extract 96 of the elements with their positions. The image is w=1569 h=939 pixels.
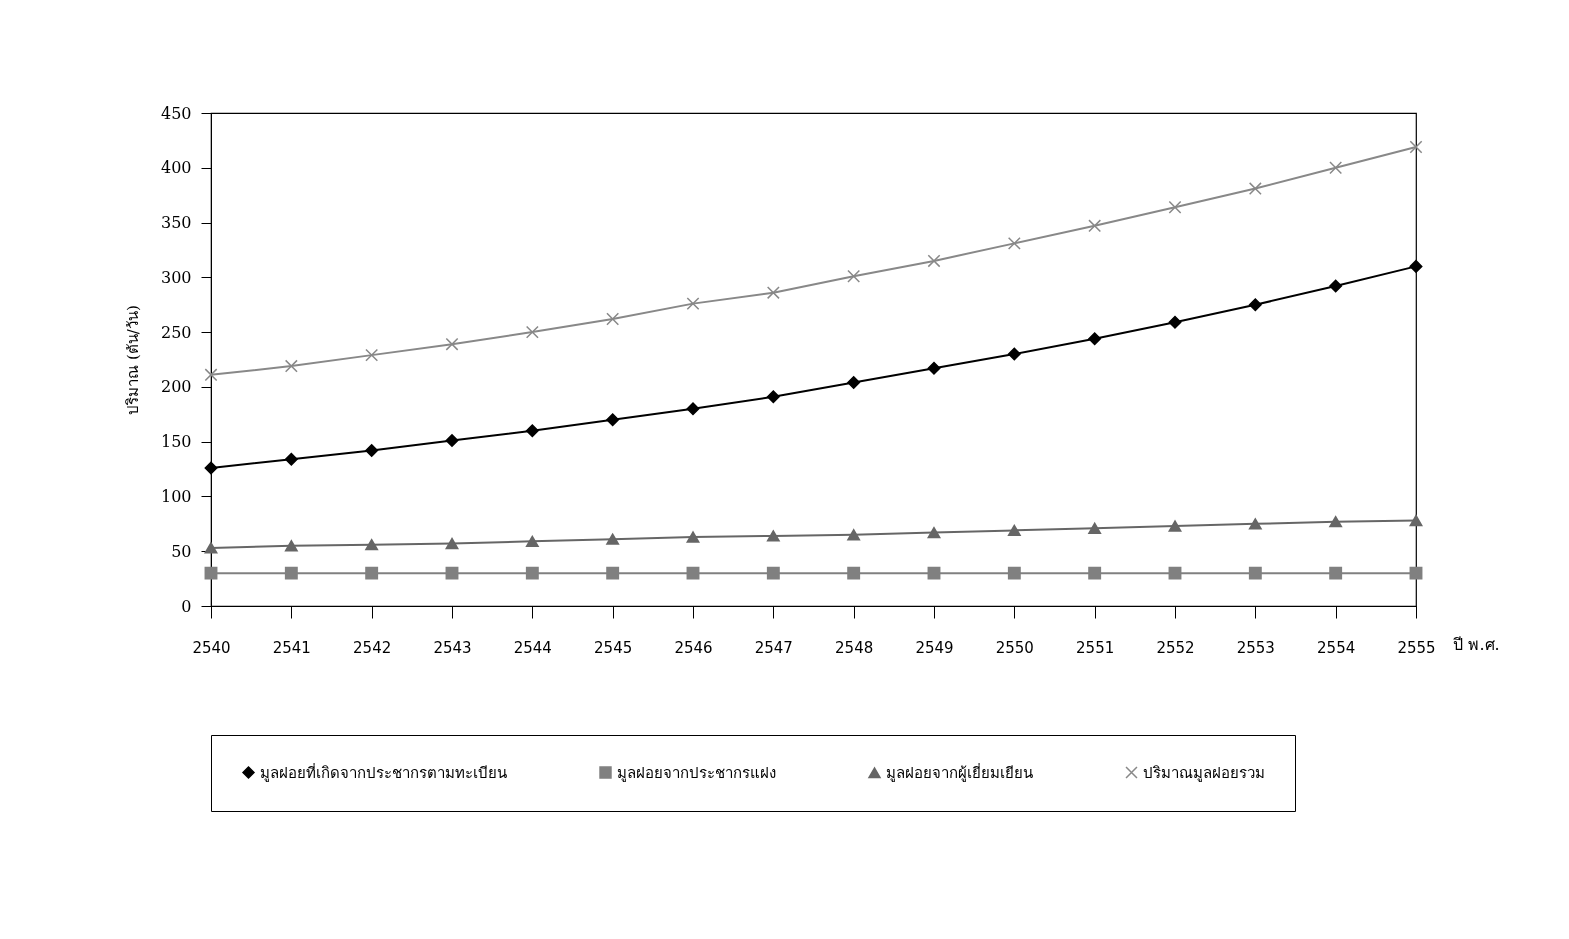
- legend-label: มูลฝอยที่เกิดจากประชากรตามทะเบียน: [260, 761, 507, 782]
- y-tick-label: 300: [160, 267, 192, 287]
- point: [847, 566, 861, 580]
- point: [1007, 524, 1021, 537]
- point: [525, 424, 539, 438]
- point: [1168, 200, 1182, 214]
- x-tick-label: 2540: [192, 638, 231, 657]
- point: [1007, 566, 1021, 580]
- point: [1409, 140, 1423, 154]
- point: [847, 376, 861, 389]
- point: [204, 566, 218, 580]
- point: [284, 540, 298, 552]
- y-tick-label: 50: [171, 541, 192, 561]
- x-tick-label: 2548: [835, 638, 874, 657]
- point: [284, 452, 298, 466]
- point: [1088, 522, 1102, 534]
- y-tick-label: 250: [160, 322, 192, 342]
- point: [1248, 566, 1262, 580]
- x-tick-label: 2549: [915, 638, 954, 657]
- y-tick-label: 150: [160, 432, 192, 452]
- legend-label: มูลฝอยจากผู้เยี่ยมเยียน: [886, 761, 1033, 782]
- point: [686, 531, 700, 543]
- point: [1329, 566, 1343, 580]
- point: [204, 542, 218, 554]
- y-tick-label: 200: [160, 377, 192, 397]
- point: [686, 402, 700, 416]
- point: [847, 529, 861, 541]
- point: [927, 361, 941, 375]
- point: [525, 535, 539, 548]
- point: [445, 566, 459, 580]
- x-tick-label: 2552: [1156, 638, 1195, 657]
- point: [606, 413, 620, 427]
- y-tick-label: 400: [160, 158, 192, 178]
- point: [1248, 182, 1262, 196]
- point: [204, 461, 218, 475]
- point: [365, 348, 379, 362]
- y-axis-title: ปริมาณ (ตัน/วัน): [123, 305, 142, 415]
- point: [927, 254, 941, 268]
- x-tick-label: 2550: [995, 638, 1034, 657]
- point: [927, 526, 941, 539]
- y-tick-label: 350: [160, 213, 192, 233]
- x-tick-label: 2551: [1076, 638, 1115, 657]
- point: [445, 337, 459, 351]
- legend-label: มูลฝอยจากประชากรแฝง: [617, 763, 776, 782]
- x-tick-label: 2545: [594, 638, 633, 657]
- point: [1007, 347, 1021, 361]
- point: [1088, 219, 1102, 233]
- point: [525, 325, 539, 339]
- point: [1329, 279, 1343, 293]
- legend-label: ปริมาณมูลฝอยรวม: [1143, 763, 1265, 782]
- point: [204, 368, 218, 382]
- point: [284, 566, 298, 580]
- x-tick-label: 2555: [1397, 638, 1436, 657]
- point: [847, 269, 861, 283]
- point: [1248, 518, 1262, 530]
- point: [766, 566, 780, 580]
- point: [1409, 259, 1423, 273]
- point: [1409, 514, 1423, 527]
- point: [365, 566, 379, 580]
- point: [365, 538, 379, 551]
- point: [1168, 566, 1182, 580]
- point: [766, 390, 780, 404]
- point: [1088, 566, 1102, 580]
- point: [284, 359, 298, 373]
- point: [686, 566, 700, 580]
- point: [927, 566, 941, 580]
- point: [1168, 315, 1182, 329]
- point: [766, 286, 780, 300]
- point: [1409, 566, 1423, 580]
- point: [445, 537, 459, 550]
- y-tick-label: 450: [160, 103, 192, 123]
- point: [365, 443, 379, 457]
- point: [1329, 515, 1343, 528]
- x-axis-title: ปี พ.ศ.: [1453, 634, 1500, 654]
- point: [525, 566, 539, 580]
- point: [1329, 161, 1343, 175]
- point: [1007, 236, 1021, 250]
- x-tick-label: 2541: [272, 638, 311, 657]
- point: [766, 530, 780, 542]
- y-tick-label: 100: [160, 486, 192, 506]
- point: [1248, 298, 1262, 312]
- x-tick-label: 2543: [433, 638, 472, 657]
- x-tick-label: 2546: [674, 638, 713, 657]
- x-tick-label: 2544: [513, 638, 552, 657]
- point: [1168, 520, 1182, 532]
- point: [606, 566, 620, 580]
- x-tick-label: 2547: [754, 638, 793, 657]
- point: [606, 533, 620, 545]
- point: [1088, 332, 1102, 346]
- x-tick-label: 2542: [353, 638, 392, 657]
- point: [606, 312, 620, 326]
- x-tick-label: 2554: [1317, 638, 1356, 657]
- point: [445, 434, 459, 448]
- x-tick-label: 2553: [1236, 638, 1275, 657]
- y-tick-label: 0: [181, 596, 192, 616]
- point: [686, 297, 700, 311]
